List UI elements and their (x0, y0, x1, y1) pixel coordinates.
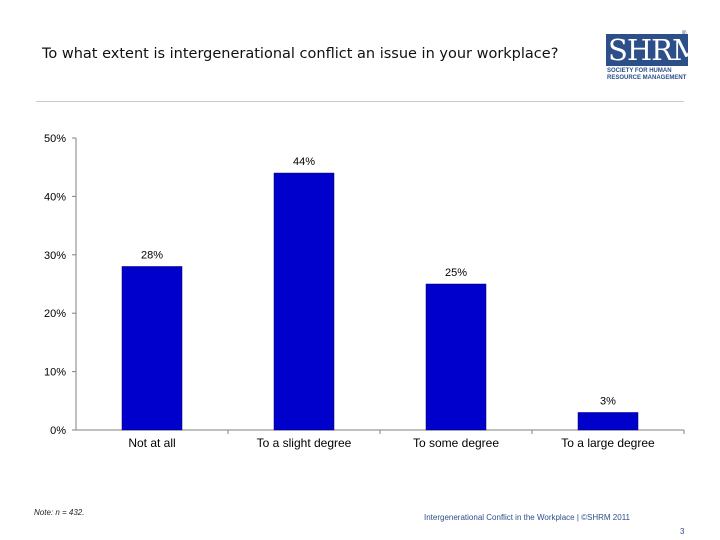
title-divider (36, 101, 684, 102)
x-tick-label: To a slight degree (257, 436, 352, 450)
y-tick-label: 50% (44, 133, 66, 145)
logo-subtitle-line1: SOCIETY FOR HUMAN (607, 68, 672, 74)
footer-source: Intergenerational Conflict in the Workpl… (424, 513, 630, 522)
y-tick-label: 10% (44, 367, 66, 379)
data-label: 28% (141, 249, 163, 261)
sample-note: Note: n = 432. (34, 508, 85, 517)
bar (121, 266, 183, 431)
data-label: 3% (600, 395, 616, 407)
y-tick-label: 0% (50, 425, 66, 437)
data-label: 25% (445, 267, 467, 279)
data-label: 44% (293, 156, 315, 168)
y-tick-label: 40% (44, 191, 66, 203)
logo-subtitle-line2: RESOURCE MANAGEMENT (607, 75, 687, 81)
logo-registered-mark: ® (682, 31, 687, 37)
bar (425, 283, 487, 431)
bar (273, 172, 335, 431)
x-tick-label: To a large degree (561, 436, 655, 450)
y-tick-label: 30% (44, 250, 66, 262)
slide-title: To what extent is intergenerational conf… (42, 46, 559, 62)
x-tick-label: To some degree (413, 436, 499, 450)
shrm-logo: SHRM ® SOCIETY FOR HUMAN RESOURCE MANAGE… (606, 31, 702, 86)
y-tick-label: 20% (44, 308, 66, 320)
page-number: 3 (680, 527, 685, 536)
logo-subtitle: SOCIETY FOR HUMAN RESOURCE MANAGEMENT (607, 68, 689, 82)
logo-mark: SHRM (606, 33, 702, 67)
x-tick-label: Not at all (128, 436, 175, 450)
bar (577, 412, 639, 431)
